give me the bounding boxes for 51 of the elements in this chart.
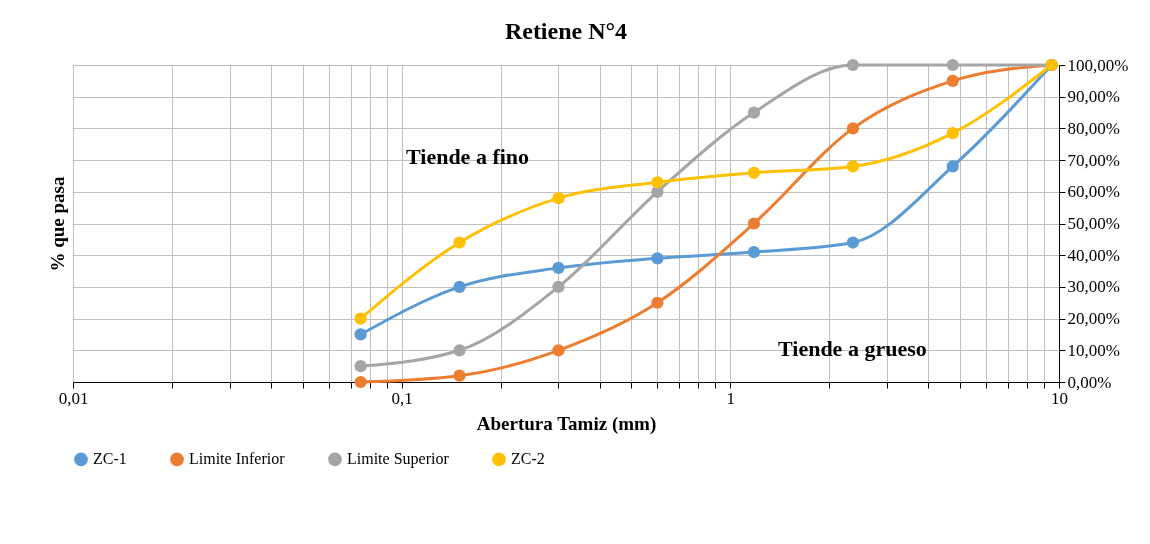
y-tick-label: 80,00%	[1067, 118, 1120, 138]
point	[651, 176, 664, 189]
x-tick-label: 0,1	[391, 388, 413, 408]
chart-title: Retiene N°4	[504, 18, 628, 44]
y-tick-label: 40,00%	[1067, 245, 1120, 265]
point	[651, 296, 664, 309]
legend-label: ZC-1	[93, 450, 127, 468]
legend-label: Limite Superior	[347, 450, 450, 469]
point	[651, 252, 664, 265]
point	[846, 122, 860, 135]
point	[747, 217, 761, 230]
y-tick-label: 0,00%	[1067, 372, 1112, 392]
point	[552, 261, 565, 274]
point	[946, 74, 959, 87]
point	[552, 280, 565, 294]
point	[552, 344, 565, 357]
legend-label: ZC-2	[511, 450, 545, 468]
y-tick-label: 30,00%	[1067, 277, 1120, 297]
annotation: Tiende a fino	[406, 144, 530, 169]
point	[846, 236, 860, 249]
annotation: Tiende a grueso	[778, 336, 927, 361]
y-tick-label: 100,00%	[1067, 55, 1129, 75]
point	[946, 58, 959, 72]
point	[354, 360, 367, 373]
point	[354, 328, 367, 341]
point	[846, 58, 860, 72]
point	[747, 106, 761, 119]
y-tick-label: 90,00%	[1067, 87, 1120, 107]
point	[747, 166, 761, 179]
x-axis-title: Abertura Tamiz (mm)	[476, 412, 657, 435]
point	[946, 127, 959, 140]
y-axis-title: % que pasa	[47, 175, 69, 272]
point	[846, 160, 860, 173]
point	[453, 369, 466, 382]
y-tick-label: 20,00%	[1067, 309, 1120, 329]
y-tick-label: 50,00%	[1067, 214, 1120, 233]
point	[453, 344, 466, 357]
y-tick-label: 60,00%	[1067, 182, 1120, 202]
point	[453, 236, 466, 249]
point	[946, 160, 959, 173]
point	[354, 312, 367, 325]
point	[552, 192, 565, 205]
x-tick-label: 10	[1051, 388, 1068, 408]
point	[354, 375, 367, 389]
y-tick-label: 10,00%	[1067, 340, 1120, 360]
x-tick-label: 1	[726, 388, 736, 408]
point	[747, 245, 761, 259]
point	[453, 280, 466, 294]
x-tick-label: 0,01	[58, 388, 89, 408]
y-tick-label: 70,00%	[1067, 150, 1120, 170]
legend-label: Limite Inferior	[189, 450, 286, 468]
